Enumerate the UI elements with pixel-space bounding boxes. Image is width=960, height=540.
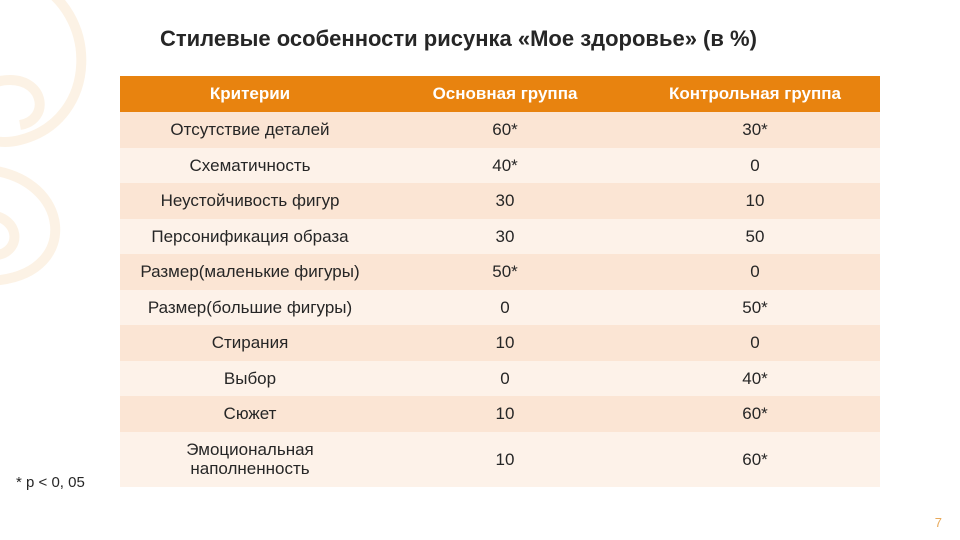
table-row: Отсутствие деталей60*30*	[120, 112, 880, 148]
value-cell: 0	[630, 148, 880, 184]
table-row: Сюжет1060*	[120, 396, 880, 432]
value-cell: 30	[380, 183, 630, 219]
criterion-cell: Стирания	[120, 325, 380, 361]
value-cell: 30	[380, 219, 630, 255]
criterion-cell: Размер(маленькие фигуры)	[120, 254, 380, 290]
column-header: Контрольная группа	[630, 76, 880, 112]
slide-title: Стилевые особенности рисунка «Мое здоров…	[160, 26, 920, 52]
value-cell: 0	[380, 361, 630, 397]
table-header-row: Критерии Основная группа Контрольная гру…	[120, 76, 880, 112]
criterion-cell: Персонификация образа	[120, 219, 380, 255]
value-cell: 40*	[380, 148, 630, 184]
value-cell: 40*	[630, 361, 880, 397]
value-cell: 50	[630, 219, 880, 255]
value-cell: 0	[630, 254, 880, 290]
table-row: Размер(большие фигуры)050*	[120, 290, 880, 326]
criterion-cell: Размер(большие фигуры)	[120, 290, 380, 326]
data-table: Критерии Основная группа Контрольная гру…	[120, 76, 880, 487]
criterion-cell: Выбор	[120, 361, 380, 397]
criterion-cell: Отсутствие деталей	[120, 112, 380, 148]
value-cell: 50*	[380, 254, 630, 290]
value-cell: 10	[380, 432, 630, 487]
value-cell: 10	[380, 396, 630, 432]
criterion-cell: Неустойчивость фигур	[120, 183, 380, 219]
value-cell: 60*	[380, 112, 630, 148]
criterion-cell: Сюжет	[120, 396, 380, 432]
table-row: Стирания100	[120, 325, 880, 361]
value-cell: 50*	[630, 290, 880, 326]
value-cell: 10	[630, 183, 880, 219]
value-cell: 0	[380, 290, 630, 326]
table-row: Эмоциональная наполненность1060*	[120, 432, 880, 487]
table-row: Персонификация образа3050	[120, 219, 880, 255]
table-row: Размер(маленькие фигуры)50*0	[120, 254, 880, 290]
value-cell: 60*	[630, 432, 880, 487]
column-header: Критерии	[120, 76, 380, 112]
column-header: Основная группа	[380, 76, 630, 112]
value-cell: 30*	[630, 112, 880, 148]
table-row: Выбор040*	[120, 361, 880, 397]
value-cell: 60*	[630, 396, 880, 432]
table-row: Схематичность40*0	[120, 148, 880, 184]
criterion-cell: Схематичность	[120, 148, 380, 184]
value-cell: 0	[630, 325, 880, 361]
value-cell: 10	[380, 325, 630, 361]
page-number: 7	[935, 515, 942, 530]
criterion-cell: Эмоциональная наполненность	[120, 432, 380, 487]
table-row: Неустойчивость фигур3010	[120, 183, 880, 219]
